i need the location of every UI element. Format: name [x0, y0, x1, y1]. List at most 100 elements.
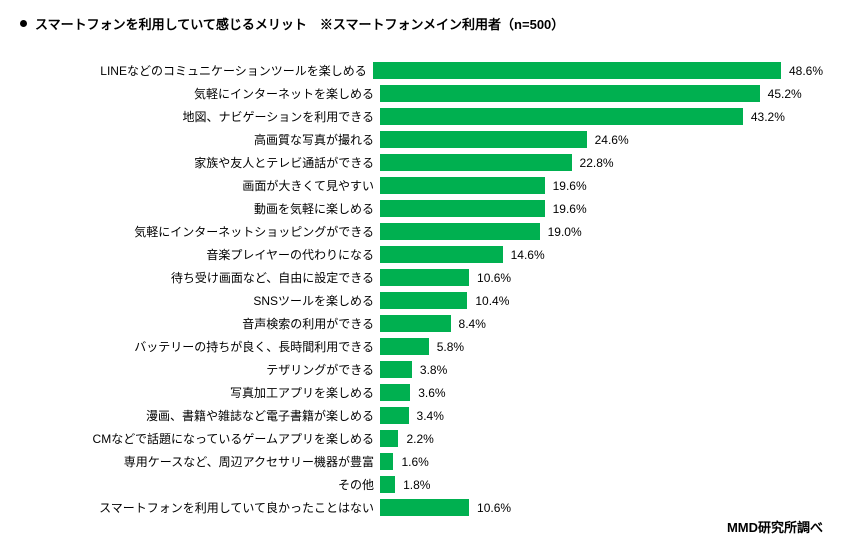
bar-area: 8.4%	[380, 315, 823, 332]
bar-value: 10.4%	[475, 294, 509, 308]
bar	[380, 85, 760, 102]
bar	[380, 361, 412, 378]
bar-label: 画面が大きくて見やすい	[20, 177, 380, 194]
bar-area: 24.6%	[380, 131, 823, 148]
bar-area: 10.6%	[380, 269, 823, 286]
bar	[380, 499, 469, 516]
bar	[380, 315, 451, 332]
chart-row: 動画を気軽に楽しめる19.6%	[20, 197, 823, 220]
chart-row: 漫画、書籍や雑誌など電子書籍が楽しめる 3.4%	[20, 404, 823, 427]
bar-area: 14.6%	[380, 246, 823, 263]
bar	[380, 269, 469, 286]
chart-row: 家族や友人とテレビ通話ができる 22.8%	[20, 151, 823, 174]
bullet-icon	[20, 20, 27, 27]
bar-value: 1.8%	[403, 478, 430, 492]
bar-label: 動画を気軽に楽しめる	[20, 200, 380, 217]
bar-label: SNSツールを楽しめる	[20, 292, 380, 309]
bar-area: 1.6%	[380, 453, 823, 470]
chart-row: 気軽にインターネットショッピングができる 19.0%	[20, 220, 823, 243]
bar-area: 19.6%	[380, 177, 823, 194]
bar-area: 1.8%	[380, 476, 823, 493]
bar-area: 3.6%	[380, 384, 823, 401]
chart-row: スマートフォンを利用していて良かったことはない 10.6%	[20, 496, 823, 519]
title-row: スマートフォンを利用していて感じるメリット ※スマートフォンメイン利用者（n=5…	[20, 14, 823, 33]
bar	[380, 131, 587, 148]
bar-label: 気軽にインターネットを楽しめる	[20, 85, 380, 102]
chart-row: LINEなどのコミュニケーションツールを楽しめる 48.6%	[20, 59, 823, 82]
bar-value: 5.8%	[437, 340, 464, 354]
bar-label: LINEなどのコミュニケーションツールを楽しめる	[20, 62, 373, 79]
chart-row: 音声検索の利用ができる 8.4%	[20, 312, 823, 335]
chart-row: 地図、ナビゲーションを利用できる 43.2%	[20, 105, 823, 128]
chart-row: 音楽プレイヤーの代わりになる14.6%	[20, 243, 823, 266]
bar-label: その他	[20, 476, 380, 493]
bar-area: 48.6%	[373, 62, 823, 79]
bar-label: 写真加工アプリを楽しめる	[20, 384, 380, 401]
bar	[380, 430, 398, 447]
bar-value: 1.6%	[401, 455, 428, 469]
bar-label: 気軽にインターネットショッピングができる	[20, 223, 380, 240]
chart-row: 画面が大きくて見やすい 19.6%	[20, 174, 823, 197]
chart-row: SNSツールを楽しめる 10.4%	[20, 289, 823, 312]
bar-label: テザリングができる	[20, 361, 380, 378]
bar-label: CMなどで話題になっているゲームアプリを楽しめる	[20, 430, 380, 447]
bar-area: 10.4%	[380, 292, 823, 309]
bar-area: 22.8%	[380, 154, 823, 171]
bar-area: 3.4%	[380, 407, 823, 424]
bar-value: 3.6%	[418, 386, 445, 400]
bar	[380, 223, 540, 240]
bar	[380, 476, 395, 493]
bar	[380, 108, 743, 125]
chart-title: スマートフォンを利用していて感じるメリット ※スマートフォンメイン利用者（n=5…	[35, 14, 564, 33]
bar	[380, 338, 429, 355]
bar-value: 43.2%	[751, 110, 785, 124]
bar	[380, 200, 545, 217]
bar	[380, 177, 545, 194]
chart-container: スマートフォンを利用していて感じるメリット ※スマートフォンメイン利用者（n=5…	[0, 0, 843, 546]
bar-label: スマートフォンを利用していて良かったことはない	[20, 499, 380, 516]
bar-label: 専用ケースなど、周辺アクセサリー機器が豊富	[20, 453, 380, 470]
bar	[373, 62, 781, 79]
bar-label: 地図、ナビゲーションを利用できる	[20, 108, 380, 125]
bar	[380, 292, 467, 309]
bar-value: 45.2%	[768, 87, 802, 101]
chart-row: その他 1.8%	[20, 473, 823, 496]
bar-area: 10.6%	[380, 499, 823, 516]
chart-footer: MMD研究所調べ	[727, 517, 823, 536]
chart-row: 写真加工アプリを楽しめる 3.6%	[20, 381, 823, 404]
bar-area: 45.2%	[380, 85, 823, 102]
bar	[380, 453, 393, 470]
bar-label: 漫画、書籍や雑誌など電子書籍が楽しめる	[20, 407, 380, 424]
chart-row: 待ち受け画面など、自由に設定できる 10.6%	[20, 266, 823, 289]
bar-value: 2.2%	[406, 432, 433, 446]
bar-value: 22.8%	[580, 156, 614, 170]
bar	[380, 154, 572, 171]
bar-area: 19.0%	[380, 223, 823, 240]
bar-label: 待ち受け画面など、自由に設定できる	[20, 269, 380, 286]
bar-value: 19.0%	[548, 225, 582, 239]
chart-row: 専用ケースなど、周辺アクセサリー機器が豊富 1.6%	[20, 450, 823, 473]
bar-value: 10.6%	[477, 271, 511, 285]
chart-row: 気軽にインターネットを楽しめる 45.2%	[20, 82, 823, 105]
bar-label: 高画質な写真が撮れる	[20, 131, 380, 148]
bar-chart: LINEなどのコミュニケーションツールを楽しめる 48.6% 気軽にインターネットを…	[20, 59, 823, 519]
bar-label: 音声検索の利用ができる	[20, 315, 380, 332]
chart-row: テザリングができる 3.8%	[20, 358, 823, 381]
bar	[380, 384, 410, 401]
chart-row: バッテリーの持ちが良く、長時間利用できる5.8%	[20, 335, 823, 358]
bar-area: 5.8%	[380, 338, 823, 355]
bar-value: 3.4%	[417, 409, 444, 423]
bar-value: 14.6%	[511, 248, 545, 262]
bar-value: 3.8%	[420, 363, 447, 377]
bar-value: 19.6%	[553, 179, 587, 193]
bar-label: 家族や友人とテレビ通話ができる	[20, 154, 380, 171]
bar-area: 43.2%	[380, 108, 823, 125]
bar-value: 48.6%	[789, 64, 823, 78]
bar-area: 2.2%	[380, 430, 823, 447]
chart-row: CMなどで話題になっているゲームアプリを楽しめる 2.2%	[20, 427, 823, 450]
bar	[380, 407, 409, 424]
bar-value: 10.6%	[477, 501, 511, 515]
bar-value: 8.4%	[459, 317, 486, 331]
bar	[380, 246, 503, 263]
bar-value: 24.6%	[595, 133, 629, 147]
